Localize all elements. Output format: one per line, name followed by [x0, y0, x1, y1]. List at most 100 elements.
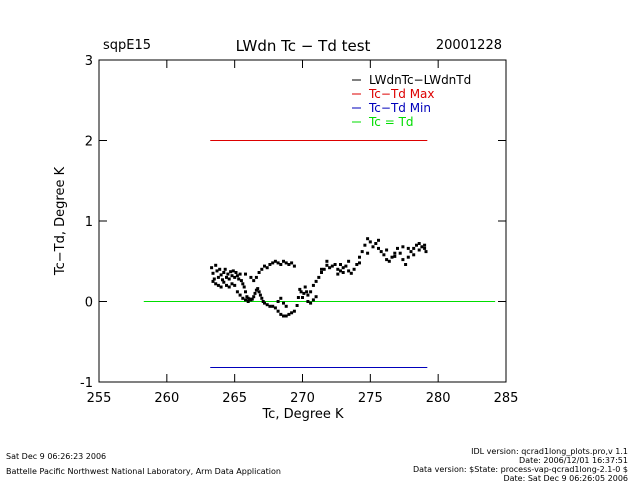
- data-point: [242, 285, 246, 289]
- y-tick-label: -1: [80, 376, 93, 391]
- data-point: [390, 255, 394, 259]
- data-point: [237, 277, 241, 281]
- data-point: [257, 271, 261, 274]
- data-point: [284, 261, 288, 265]
- data-point: [368, 240, 372, 244]
- y-tick-label: 0: [85, 296, 93, 311]
- data-point: [258, 293, 262, 297]
- data-point: [279, 296, 283, 300]
- data-point: [238, 293, 242, 297]
- data-point: [216, 275, 220, 279]
- data-point: [412, 246, 416, 250]
- data-point: [235, 274, 239, 278]
- data-point: [292, 264, 296, 268]
- data-point: [282, 259, 285, 263]
- data-point: [292, 309, 296, 313]
- data-point: [216, 283, 220, 287]
- data-point: [227, 285, 231, 289]
- reference-lines: [143, 140, 496, 369]
- footer-right: IDL version: qcrad1long_plots.pro,v 1.1 …: [413, 447, 628, 483]
- data-point: [371, 245, 375, 249]
- footer-left: Sat Dec 9 06:26:23 2006 Battelle Pacific…: [6, 452, 281, 476]
- data-point: [233, 283, 237, 287]
- data-point: [303, 285, 307, 289]
- data-point: [412, 253, 416, 257]
- data-point: [298, 287, 302, 291]
- data-point: [263, 264, 266, 268]
- footer-data-date: Date: Sat Dec 9 06:26:05 2006: [503, 474, 628, 483]
- data-point: [393, 254, 397, 258]
- data-point: [225, 275, 228, 279]
- data-point: [241, 296, 245, 300]
- data-point: [377, 246, 380, 250]
- data-point: [406, 246, 410, 250]
- data-point: [301, 296, 304, 299]
- data-point: [311, 283, 315, 287]
- data-point: [344, 264, 348, 268]
- legend-series-label: LWdnTc−LWdnTd: [369, 73, 471, 87]
- data-point: [268, 263, 272, 266]
- data-point: [302, 291, 306, 295]
- data-point: [339, 269, 342, 273]
- data-point: [355, 263, 359, 266]
- data-point: [221, 278, 224, 282]
- footer-data-version: Data version: $State: process-vap-qcrad1…: [412, 465, 628, 474]
- legend-zero-label: Tc = Td: [368, 115, 414, 129]
- data-point: [393, 251, 397, 255]
- data-point: [273, 259, 277, 263]
- data-point: [363, 243, 367, 247]
- data-point: [222, 280, 226, 284]
- data-point: [385, 258, 389, 262]
- data-point: [341, 266, 345, 270]
- data-point: [244, 290, 247, 294]
- data-point: [287, 263, 291, 266]
- x-tick-label: 275: [358, 391, 383, 406]
- y-axis-label: Tc−Td, Degree K: [53, 166, 68, 276]
- data-point: [210, 266, 214, 270]
- data-point: [225, 283, 228, 287]
- data-point: [276, 309, 280, 313]
- data-point: [234, 271, 238, 274]
- y-tick-label: 3: [85, 54, 93, 69]
- y-tick-label: 1: [85, 215, 93, 230]
- data-point: [287, 312, 291, 316]
- data-point: [322, 267, 326, 271]
- data-point: [382, 253, 386, 257]
- data-point: [256, 287, 260, 291]
- data-point: [231, 269, 235, 273]
- data-point: [406, 255, 410, 259]
- x-tick-label: 285: [494, 391, 519, 406]
- data-point: [295, 304, 299, 307]
- data-point: [271, 304, 275, 308]
- data-point: [415, 243, 418, 247]
- data-point: [230, 274, 234, 278]
- axis-ticks: 255 260 265 270 275 280 285 -1 0 1 2 3: [80, 54, 518, 406]
- data-point: [358, 255, 361, 259]
- data-point: [347, 259, 351, 263]
- data-point: [339, 263, 342, 266]
- data-point: [320, 271, 323, 274]
- data-point: [238, 272, 242, 276]
- data-point: [229, 270, 233, 274]
- footer-timestamp: Sat Dec 9 06:26:23 2006: [6, 452, 107, 461]
- data-point: [311, 298, 315, 302]
- data-point: [379, 250, 383, 254]
- x-tick-label: 265: [222, 391, 247, 406]
- date-label: 20001228: [436, 38, 502, 53]
- data-point: [309, 301, 313, 305]
- data-point: [214, 282, 218, 286]
- data-point: [271, 261, 275, 265]
- data-point: [250, 297, 254, 301]
- data-point: [261, 300, 265, 303]
- data-point: [349, 271, 353, 275]
- legend-max-label: Tc−Td Max: [368, 87, 435, 101]
- data-point: [254, 275, 258, 279]
- data-point: [417, 248, 421, 252]
- data-point: [252, 279, 256, 283]
- data-point: [336, 272, 340, 276]
- data-point: [282, 301, 285, 305]
- data-point: [325, 263, 329, 267]
- data-point: [306, 300, 310, 303]
- data-point: [423, 246, 427, 250]
- data-point: [244, 272, 247, 276]
